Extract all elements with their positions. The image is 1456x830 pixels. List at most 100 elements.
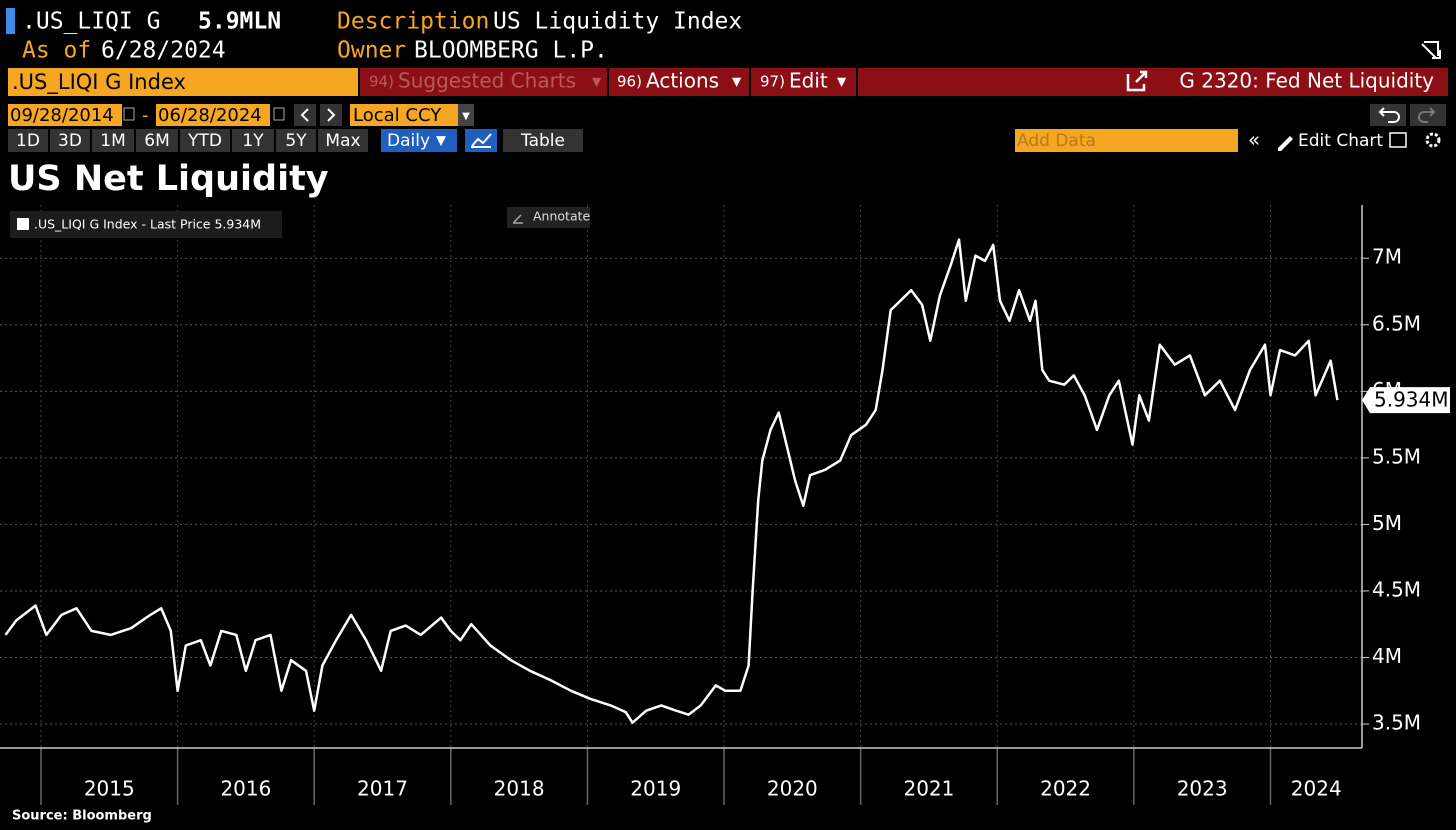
range-button[interactable] xyxy=(50,129,90,152)
frequency: Daily xyxy=(387,131,430,151)
undo-icon xyxy=(1378,107,1400,123)
next-button[interactable] xyxy=(320,104,342,126)
currency-box[interactable] xyxy=(350,104,458,126)
line xyxy=(4,238,1339,724)
add-data: Add Data xyxy=(1017,131,1096,151)
x-tick-label: 2020 xyxy=(767,777,818,801)
next-icon xyxy=(327,108,336,122)
security-box[interactable] xyxy=(8,68,358,96)
menu-key: 94) xyxy=(369,73,394,91)
range-button[interactable] xyxy=(92,129,134,152)
chart-icon xyxy=(471,133,492,148)
marker xyxy=(6,8,15,34)
table-button[interactable] xyxy=(503,129,583,152)
annotate-button[interactable] xyxy=(507,207,590,228)
range-button[interactable] xyxy=(8,129,48,152)
range-buttons: 1D 3D 1M 6M YTD 1Y 5Y Max xyxy=(8,129,368,152)
range-label: 1M xyxy=(100,131,125,151)
range-button[interactable] xyxy=(180,129,230,152)
plot: 3.5M4M4.5M5M5.5M6M6.5M7M2015201620172018… xyxy=(0,205,1450,805)
dropdown[interactable] xyxy=(458,104,474,126)
settings-icon[interactable] xyxy=(1425,132,1441,148)
date: 6/28/2024 xyxy=(101,38,226,64)
value: 5.9MLN xyxy=(198,9,281,35)
x-tick-label: 2022 xyxy=(1040,777,1091,801)
last-value-label: 5.934M xyxy=(1374,388,1449,412)
x-tick-label: 2023 xyxy=(1177,777,1228,801)
range-label: 6M xyxy=(144,131,169,151)
source: Source: Bloomberg xyxy=(12,809,152,824)
range-label: 5Y xyxy=(285,131,307,151)
x-tick-label: 2016 xyxy=(220,777,271,801)
range-button[interactable] xyxy=(136,129,178,152)
y-tick-label: 3.5M xyxy=(1372,711,1421,735)
security: .US_LIQI G Index xyxy=(12,70,186,95)
owner: BLOOMBERG L.P. xyxy=(414,38,608,64)
menu[interactable]: Actions xyxy=(646,69,719,93)
label: Description xyxy=(337,9,489,35)
redo-button[interactable] xyxy=(1410,104,1446,126)
menu[interactable]: Suggested Charts xyxy=(398,69,576,93)
menu-bar xyxy=(360,68,1448,96)
annotate-icon xyxy=(513,214,523,224)
last-value-tag xyxy=(1362,387,1450,414)
pencil-icon xyxy=(1278,136,1293,151)
y-tick-label: 5.5M xyxy=(1372,444,1421,468)
x-tick-label: 2019 xyxy=(630,777,681,801)
ticker: .US_LIQI G xyxy=(22,9,160,35)
dropdown-arrow: ▼ xyxy=(436,134,446,149)
dropdown-arrow: ▼ xyxy=(837,75,847,89)
link-icon xyxy=(1126,70,1148,92)
table: Table xyxy=(520,131,565,151)
legend-entry: .US_LIQI G Index - Last Price 5.934M xyxy=(34,217,261,232)
y-tick-label: 4M xyxy=(1372,644,1402,668)
annotate: Annotate xyxy=(533,209,591,224)
range-button[interactable] xyxy=(318,129,368,152)
link[interactable]: G 2320: Fed Net Liquidity xyxy=(1179,69,1434,93)
date-box[interactable] xyxy=(156,104,270,126)
menu-key: 97) xyxy=(760,73,785,91)
calendar-icon[interactable] xyxy=(273,107,285,121)
x-tick-label: 2017 xyxy=(357,777,408,801)
range-label: Max xyxy=(325,131,360,151)
menu[interactable]: Edit xyxy=(789,69,828,93)
label: Owner xyxy=(337,38,406,64)
range-button[interactable] xyxy=(276,129,316,152)
redo-icon xyxy=(1418,107,1436,123)
add-data-box[interactable] xyxy=(1015,129,1238,152)
y-tick-label: 7M xyxy=(1372,245,1402,269)
menu-key: 96) xyxy=(617,73,642,91)
start-date: 09/28/2014 xyxy=(10,105,114,126)
description: US Liquidity Index xyxy=(493,9,742,35)
range-label: YTD xyxy=(187,131,222,151)
prev-button[interactable] xyxy=(294,104,316,126)
y-tick-label: 6.5M xyxy=(1372,311,1421,335)
range-label: 1D xyxy=(16,131,40,151)
y-tick-label: 4.5M xyxy=(1372,577,1421,601)
dropdown-arrow: ▼ xyxy=(462,111,470,122)
popout-icon[interactable] xyxy=(1421,41,1441,59)
edit-icon[interactable] xyxy=(1389,132,1407,148)
separator: - xyxy=(142,105,149,126)
edit-chart[interactable]: Edit Chart xyxy=(1298,131,1383,151)
label: As of xyxy=(22,38,91,64)
calendar-icon[interactable] xyxy=(123,107,135,121)
x-tick-label: 2024 xyxy=(1291,777,1342,801)
collapse-icon[interactable]: « xyxy=(1248,128,1260,152)
prev-icon xyxy=(300,108,309,122)
range-label: 3D xyxy=(58,131,82,151)
chart-title: US Net Liquidity xyxy=(8,159,329,199)
x-tick-label: 2021 xyxy=(903,777,954,801)
frequency-button[interactable] xyxy=(381,129,457,152)
dropdown-arrow: ▼ xyxy=(592,75,602,89)
y-tick-label: 5M xyxy=(1372,511,1402,535)
dropdown-arrow: ▼ xyxy=(732,75,742,89)
x-tick-label: 2018 xyxy=(494,777,545,801)
legend-swatch xyxy=(17,218,29,230)
x-tick-label: 2015 xyxy=(84,777,135,801)
range-button[interactable] xyxy=(232,129,274,152)
date-box[interactable] xyxy=(8,104,122,126)
range-label: 1Y xyxy=(242,131,264,151)
